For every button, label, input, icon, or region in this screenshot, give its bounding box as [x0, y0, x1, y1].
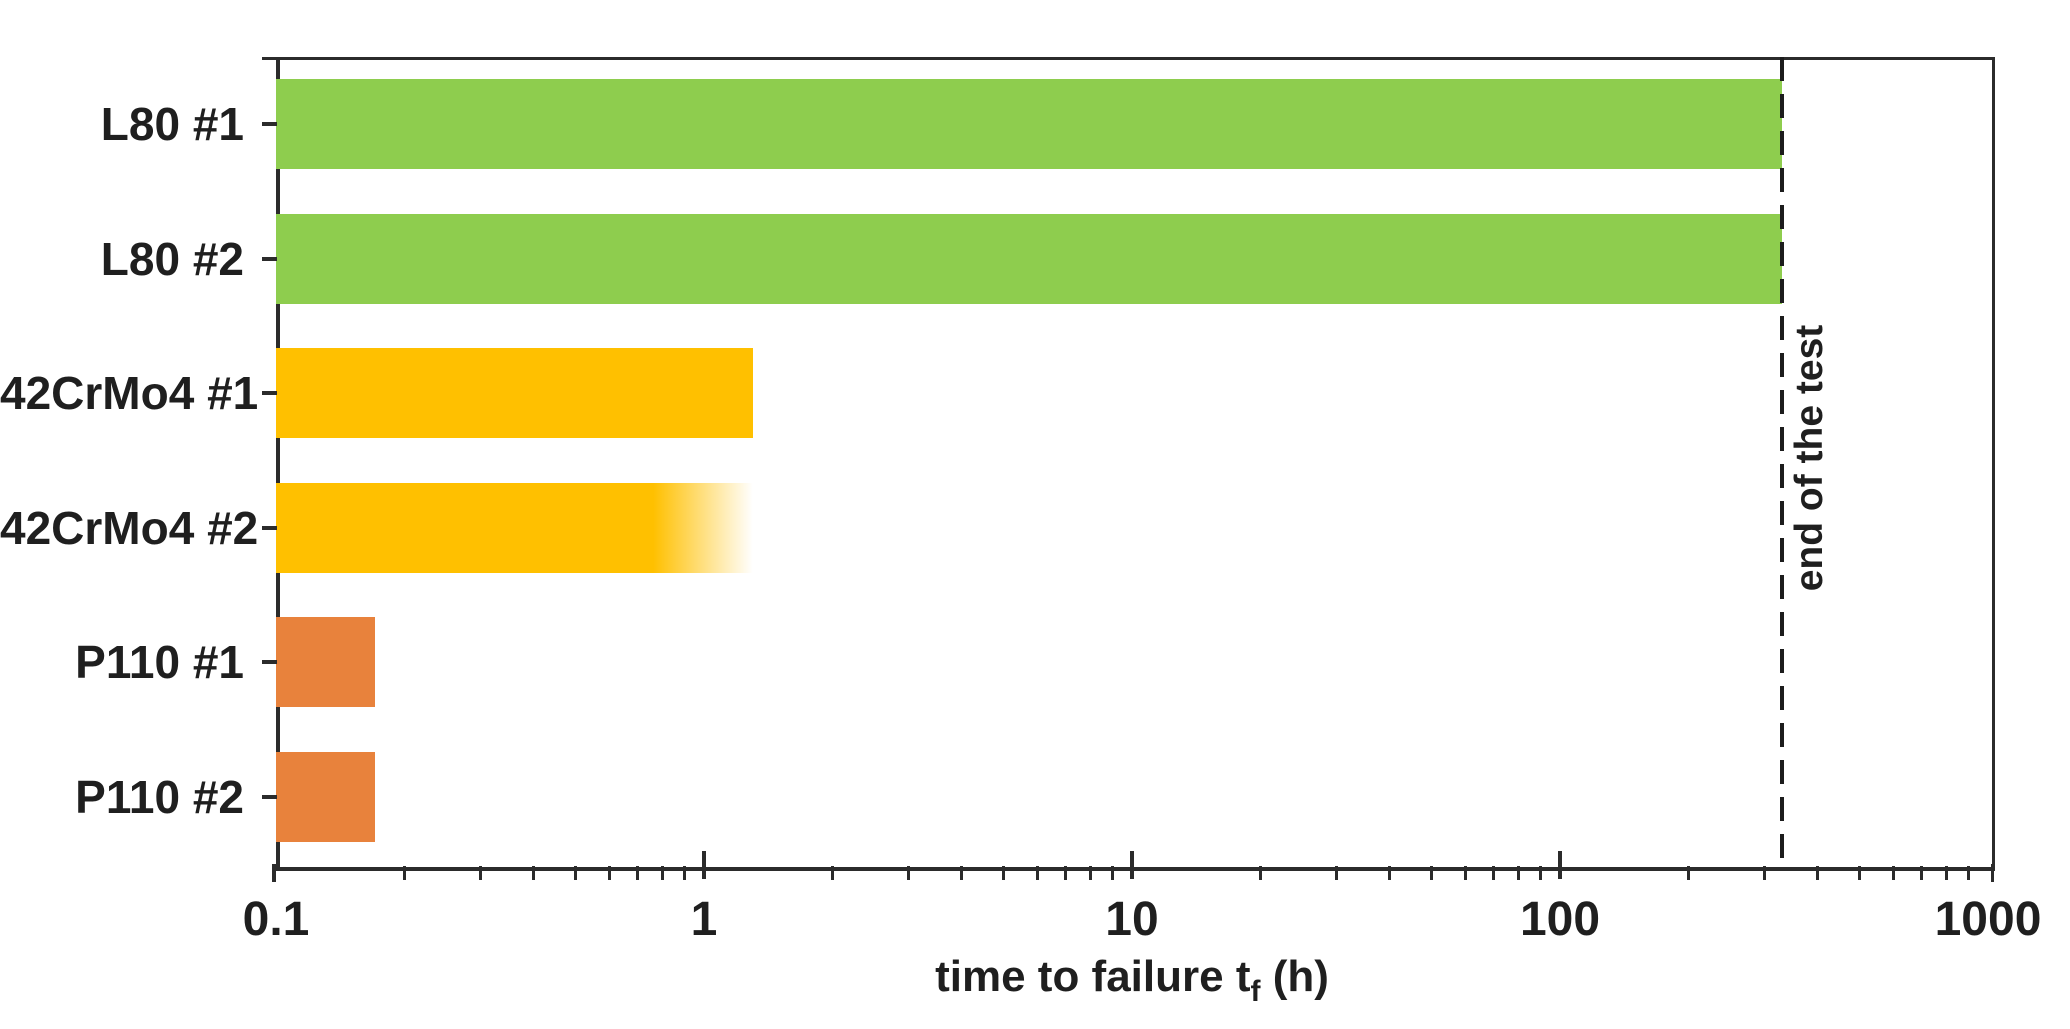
bar-p110-1 [276, 617, 375, 708]
category-tick [262, 122, 277, 127]
category-label-p110-1: P110 #1 [75, 636, 244, 689]
x-minor-tick [1857, 866, 1861, 880]
bar-l80-2 [276, 213, 1782, 304]
bar-42crmo4-2 [276, 482, 753, 573]
end-of-test-line [1779, 57, 1784, 864]
category-tick [262, 256, 277, 261]
plot-area [276, 57, 1995, 871]
x-tick-label-100: 100 [1519, 893, 1601, 946]
category-tick [262, 794, 277, 799]
x-minor-tick [403, 866, 407, 880]
end-of-test-label: end of the test [1787, 324, 1831, 592]
x-minor-tick [1388, 866, 1392, 880]
x-minor-tick [1920, 866, 1924, 880]
x-minor-tick [1064, 866, 1068, 880]
x-tick-label-1000: 1000 [1934, 893, 2042, 946]
category-label-l80-1: L80 #1 [100, 98, 244, 151]
x-minor-tick [1966, 866, 1970, 880]
category-label-p110-2: P110 #2 [75, 770, 244, 823]
right-border-bottom-stub [1991, 864, 1994, 882]
bar-42crmo4-1 [276, 348, 753, 439]
x-minor-tick [1429, 866, 1433, 880]
x-minor-tick [1687, 866, 1691, 880]
category-tick [262, 660, 277, 665]
x-minor-tick [906, 866, 910, 880]
x-minor-tick [1538, 866, 1542, 880]
x-minor-tick [661, 866, 665, 880]
category-tick [262, 391, 277, 396]
x-minor-tick [1945, 866, 1949, 880]
x-minor-tick [960, 866, 964, 880]
x-minor-tick [478, 866, 482, 880]
category-tick [262, 525, 277, 530]
x-minor-tick [573, 866, 577, 880]
x-minor-tick [1517, 866, 1521, 880]
x-major-tick [1130, 851, 1134, 879]
x-minor-tick [1334, 866, 1338, 880]
category-label-l80-2: L80 #2 [100, 232, 244, 285]
x-tick-label-0.1: 0.1 [242, 893, 310, 946]
x-minor-tick [1110, 866, 1114, 880]
x-minor-tick [532, 866, 536, 880]
x-minor-tick [1035, 866, 1039, 880]
x-minor-tick [1001, 866, 1005, 880]
y-axis-bottom-stub [272, 864, 276, 882]
x-minor-tick [607, 866, 611, 880]
x-minor-tick [831, 866, 835, 880]
bar-p110-2 [276, 751, 375, 842]
bar-l80-1 [276, 79, 1782, 170]
x-minor-tick [1463, 866, 1467, 880]
x-minor-tick [1762, 866, 1766, 880]
x-tick-label-1: 1 [690, 893, 718, 946]
x-axis-title: time to failure tf (h) [276, 952, 1988, 1009]
y-axis-top-stub [262, 57, 276, 60]
x-minor-tick [1816, 866, 1820, 880]
x-major-tick [1558, 851, 1562, 879]
x-minor-tick [1492, 866, 1496, 880]
x-minor-tick [682, 866, 686, 880]
x-tick-label-10: 10 [1105, 893, 1159, 946]
x-minor-tick [1259, 866, 1263, 880]
x-minor-tick [636, 866, 640, 880]
x-major-tick [702, 851, 706, 879]
x-axis-title-subscript: f [1250, 975, 1261, 1008]
x-axis-title-unit: (h) [1260, 952, 1329, 1001]
category-label-42crmo4-1: 42CrMo4 #1 [0, 367, 259, 420]
x-axis-title-text: time to failure t [935, 952, 1251, 1001]
x-minor-tick [1891, 866, 1895, 880]
x-minor-tick [1089, 866, 1093, 880]
category-label-42crmo4-2: 42CrMo4 #2 [0, 501, 259, 554]
